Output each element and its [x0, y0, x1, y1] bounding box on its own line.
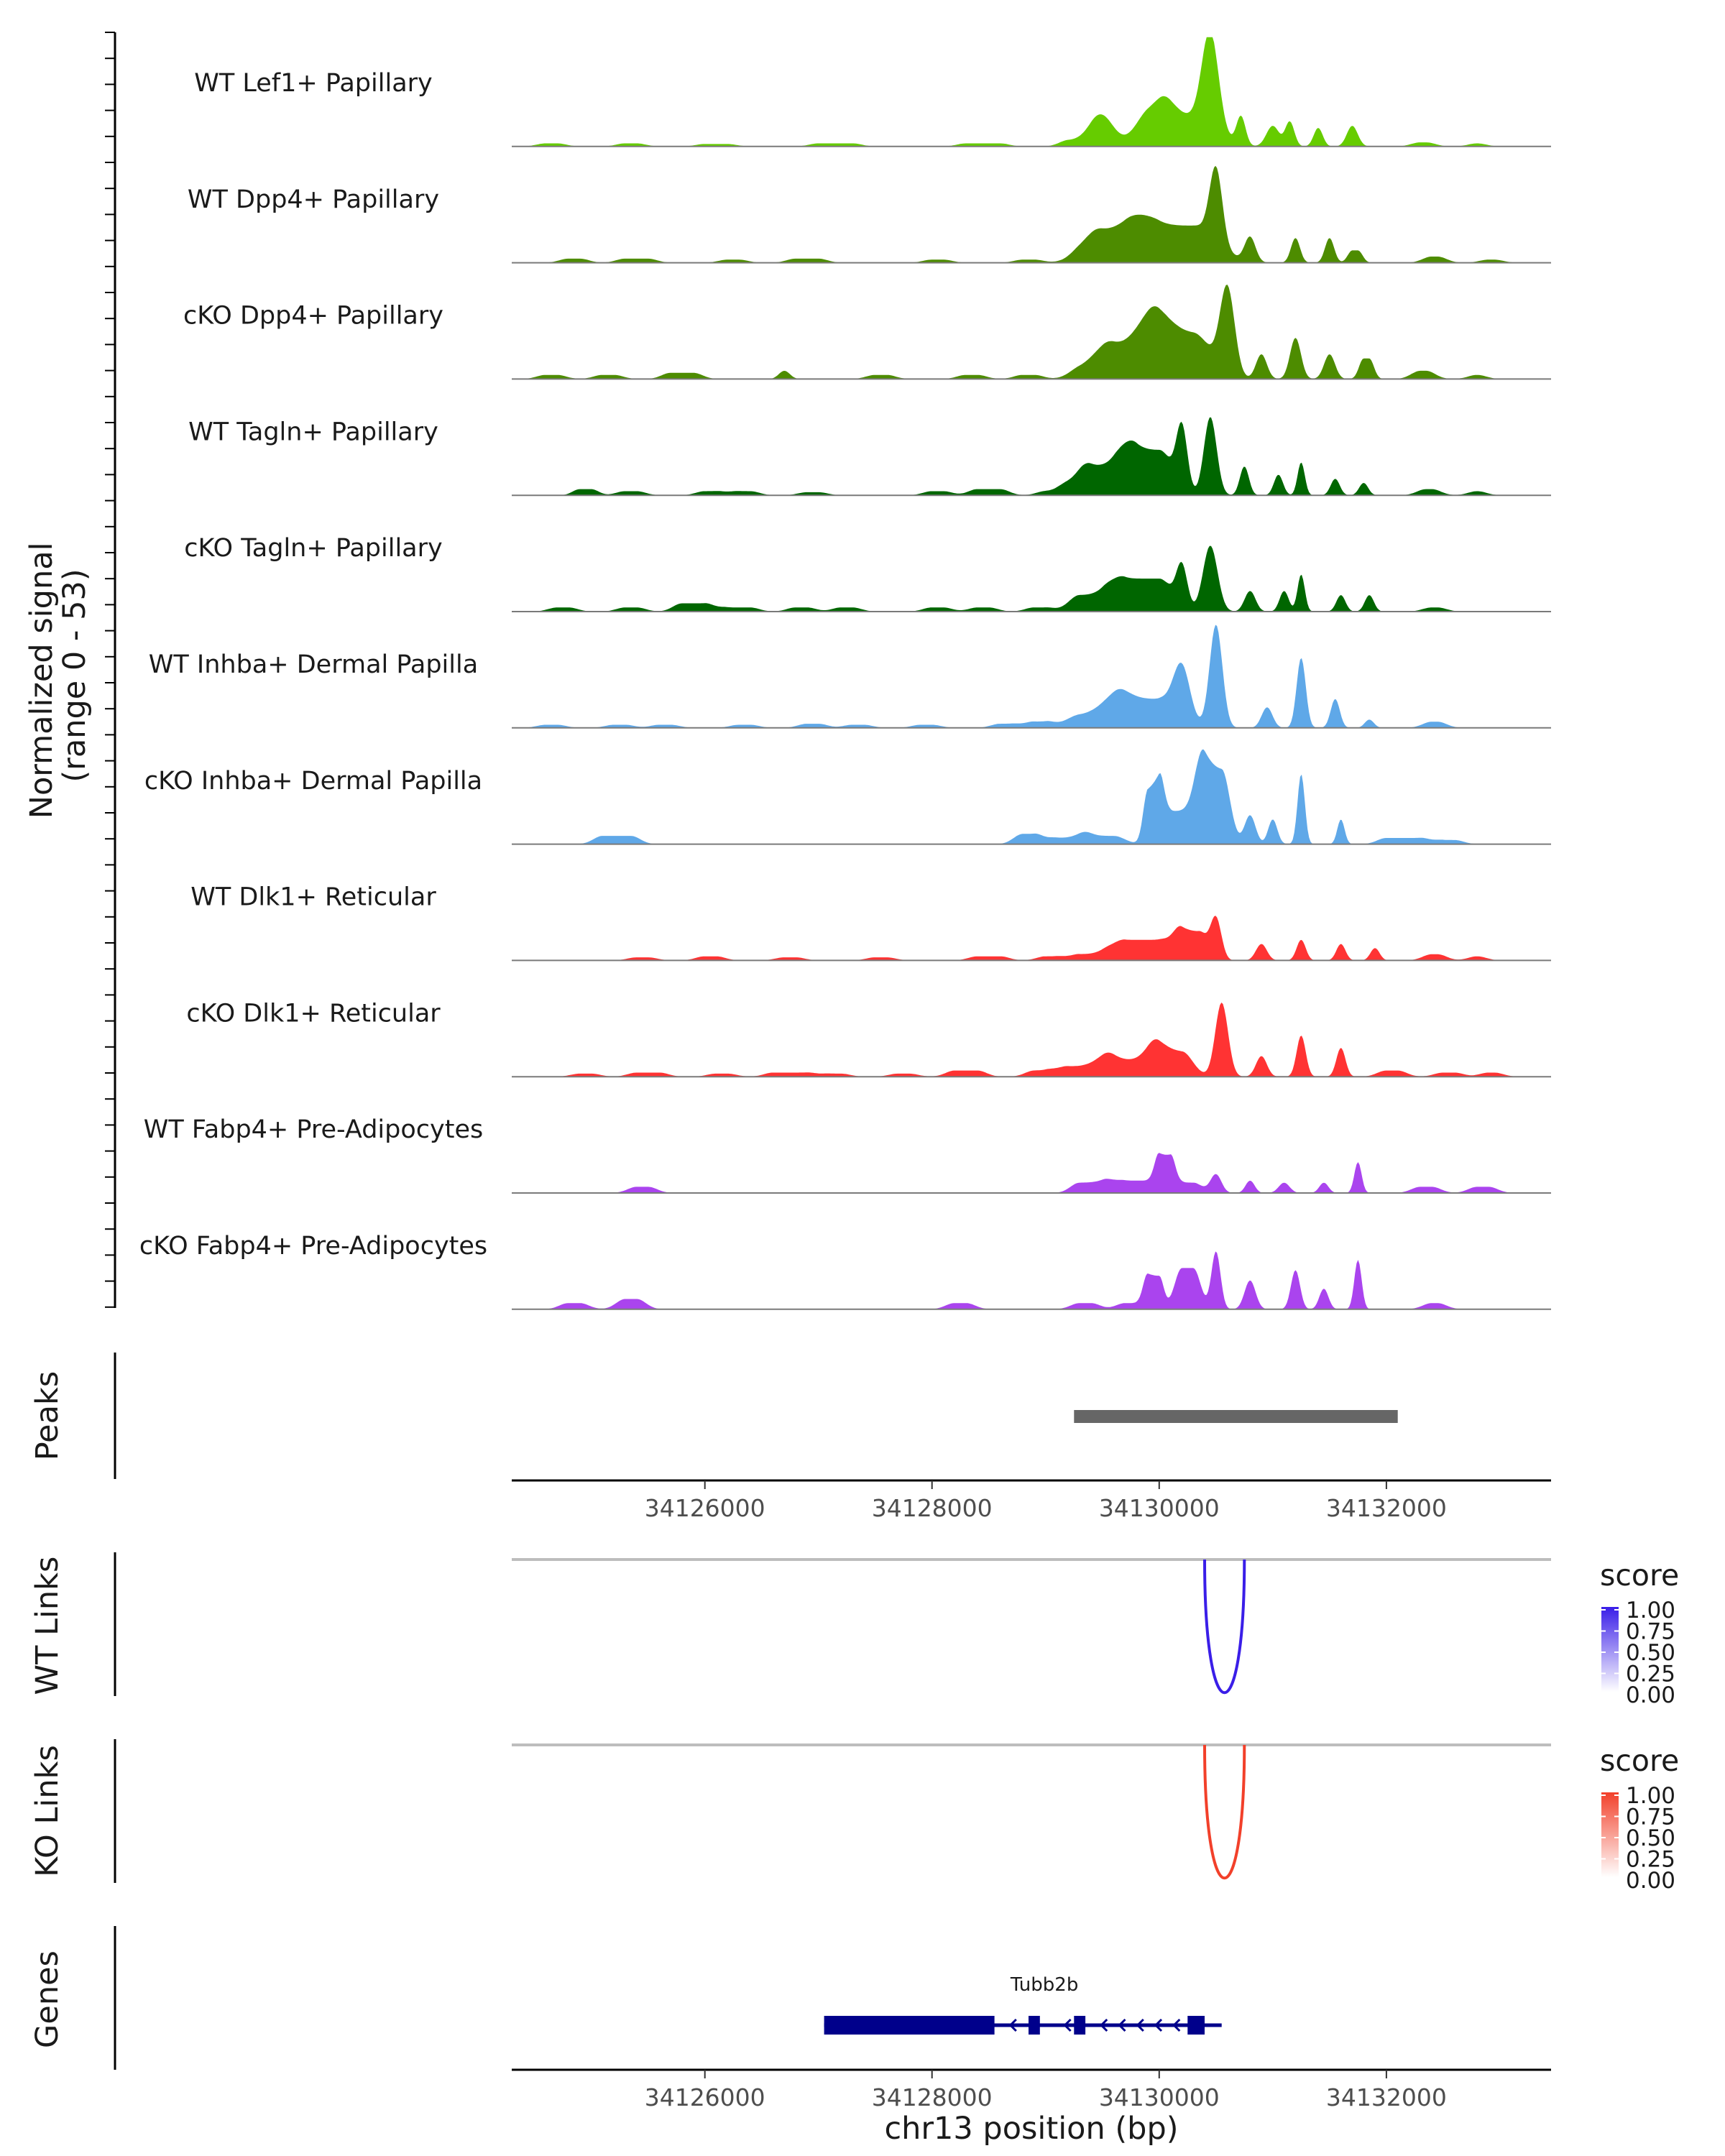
coverage-y-axis-title-line2: (range 0 - 53) [57, 568, 93, 782]
wt-links-track-label: WT Links [29, 1557, 65, 1695]
x-axis-title: chr13 position (bp) [884, 2111, 1178, 2147]
strand-arrow [1154, 2018, 1163, 2032]
legend-tick-label: 0.25 [1626, 1662, 1675, 1687]
track-label: cKO Tagln+ Papillary [184, 534, 443, 563]
ko-legend-title: score [1600, 1743, 1679, 1778]
peaks-x-axis: 34126000 34128000 34130000 34132000 [645, 1480, 1447, 1522]
wt-legend-title: score [1600, 1558, 1679, 1593]
genes-panel: Genes Tubb2b 34126000 34128000 34130000 341… [29, 1926, 1551, 2147]
ko-link-arc [1203, 1744, 1246, 1880]
ko-legend-colorbar [1601, 1792, 1619, 1877]
coverage-tracks: WT Lef1+ Papillary WT Dpp4+ Papillary cKO … [139, 37, 1551, 1310]
gene-model [824, 2016, 1222, 2035]
gene-exon [1187, 2016, 1205, 2035]
legend-tick-label: 1.00 [1626, 1598, 1675, 1623]
coverage-area [512, 285, 1551, 379]
track-label: cKO Dpp4+ Papillary [183, 302, 443, 331]
ko-links-track-label: KO Links [29, 1745, 65, 1877]
strand-arrow [1136, 2018, 1144, 2032]
legend-tick-label: 0.50 [1626, 1825, 1675, 1851]
track-label: WT Inhba+ Dermal Papilla [149, 650, 478, 679]
x-axis-tick-label: 34128000 [872, 2083, 993, 2111]
coverage-panel: Normalized signal (range 0 - 53) WT Lef1… [24, 32, 1551, 1310]
track-label: WT Tagln+ Papillary [188, 418, 438, 446]
peak-region-bar [1074, 1410, 1398, 1423]
strand-arrow [1008, 2018, 1017, 2032]
wt-link-arc [1203, 1559, 1246, 1695]
peaks-track-label: Peaks [29, 1371, 65, 1461]
x-axis-tick-label: 34130000 [1099, 2083, 1220, 2111]
legend-tick-label: 0.00 [1626, 1868, 1675, 1894]
x-axis-tick-label: 34132000 [1326, 1494, 1447, 1522]
coverage-y-ticks [105, 32, 115, 1308]
track-label: cKO Dlk1+ Reticular [186, 999, 441, 1028]
ko-legend-ticks: 1.000.750.500.250.00 [1601, 1783, 1675, 1894]
strand-arrow [1063, 2018, 1072, 2032]
x-axis-tick-label: 34128000 [872, 1494, 993, 1522]
track-label: cKO Inhba+ Dermal Papilla [144, 767, 482, 796]
genes-x-axis: 34126000 34128000 34130000 34132000 [645, 2070, 1447, 2111]
track-label: WT Dpp4+ Papillary [188, 185, 439, 214]
ko-links-panel: KO Links score 1.000.750.500.250.00 [29, 1739, 1679, 1894]
legend-tick-label: 1.00 [1626, 1783, 1675, 1809]
track-label: WT Fabp4+ Pre-Adipocytes [144, 1115, 483, 1144]
peaks-panel: Peaks 34126000 34128000 34130000 34132000 [29, 1353, 1551, 1522]
wt-links-panel: WT Links score 1.000.750.500.250.00 [29, 1552, 1679, 1708]
coverage-y-axis-title: Normalized signal (range 0 - 53) [24, 533, 93, 819]
track-label: WT Dlk1+ Reticular [190, 883, 436, 912]
genes-track-label: Genes [29, 1950, 65, 2048]
wt-legend-colorbar [1601, 1607, 1619, 1692]
track-label: cKO Fabp4+ Pre-Adipocytes [139, 1232, 487, 1261]
x-axis-tick-label: 34126000 [645, 1494, 765, 1522]
x-axis-tick-label: 34126000 [645, 2083, 765, 2111]
strand-arrow [1100, 2018, 1108, 2032]
legend-tick-label: 0.75 [1626, 1805, 1675, 1830]
legend-tick-label: 0.00 [1626, 1682, 1675, 1708]
gene-exon [824, 2016, 995, 2035]
legend-tick-label: 0.75 [1626, 1619, 1675, 1645]
gene-exon [1074, 2016, 1086, 2035]
track-label: WT Lef1+ Papillary [194, 69, 433, 98]
x-axis-tick-label: 34132000 [1326, 2083, 1447, 2111]
coverage-area [512, 1251, 1551, 1309]
gene-name-label: Tubb2b [1010, 1974, 1078, 1996]
legend-tick-label: 0.25 [1626, 1847, 1675, 1873]
legend-tick-label: 0.50 [1626, 1640, 1675, 1666]
coverage-y-axis-title-line1: Normalized signal [24, 542, 60, 819]
strand-arrow [1172, 2018, 1181, 2032]
x-axis-tick-label: 34130000 [1099, 1494, 1220, 1522]
strand-arrow [1118, 2018, 1126, 2032]
gene-exon [1029, 2016, 1040, 2035]
wt-legend-ticks: 1.000.750.500.250.00 [1601, 1598, 1675, 1708]
